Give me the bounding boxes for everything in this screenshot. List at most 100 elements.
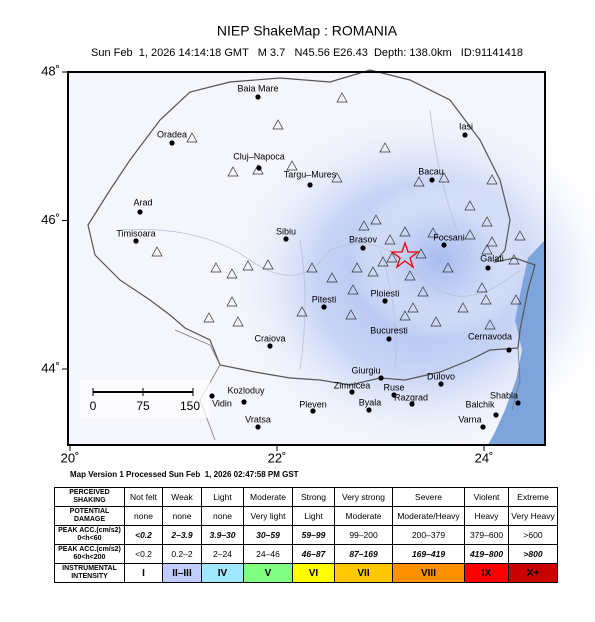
row-header-line: 0<h<60	[77, 535, 102, 542]
legend-cell: 30–59	[243, 525, 293, 545]
city-dot	[133, 238, 139, 244]
legend-cell: 99–200	[334, 525, 393, 545]
city-dot	[382, 298, 388, 304]
legend-cell: Very light	[243, 506, 293, 526]
city-label: Vidin	[212, 398, 232, 408]
city-label: Bacau	[418, 166, 444, 176]
city-dot	[441, 242, 447, 248]
station	[226, 296, 238, 307]
station	[407, 302, 419, 313]
legend-cell: 87–169	[334, 544, 393, 564]
legend-row: PERCEIVED SHAKING Not felt Weak Light Moderat…	[54, 487, 558, 507]
station	[386, 252, 398, 263]
station	[379, 142, 391, 153]
station	[242, 260, 254, 271]
lon-label: 20˚	[61, 450, 80, 465]
city-dot	[485, 265, 491, 271]
station	[464, 200, 476, 211]
station	[377, 256, 389, 267]
city-dot	[515, 400, 521, 406]
legend-cell: VII	[334, 563, 393, 583]
city-label: Ploiesti	[370, 288, 399, 298]
map-frame	[67, 71, 546, 446]
row-header-line: INTENSITY	[71, 573, 108, 580]
city-dot	[209, 393, 215, 399]
station	[203, 312, 215, 323]
map-version: Map Version 1 Processed Sun Feb 1, 2026 …	[70, 470, 299, 479]
row-header: INSTRUMENTAL INTENSITY	[54, 563, 125, 583]
station	[417, 286, 429, 297]
city-label: Byala	[359, 397, 382, 407]
city-label: Cluj–Napoca	[233, 151, 285, 161]
lat-label: 46˚	[41, 212, 60, 227]
legend-cell: 379–600	[464, 525, 509, 545]
station	[514, 230, 526, 241]
legend-cell: II–III	[162, 563, 202, 583]
row-header-line: PEAK ACC.(cm/s2)	[58, 527, 121, 534]
black-sea	[488, 240, 545, 445]
station	[438, 172, 450, 183]
legend-cell: >800	[508, 544, 558, 564]
city-dot	[360, 245, 366, 251]
row-header-line: 60<h<200	[73, 554, 106, 561]
title: NIEP ShakeMap : ROMANIA	[217, 23, 398, 39]
station	[272, 119, 284, 130]
lon-label: 24˚	[475, 450, 494, 465]
legend-cell: I	[124, 563, 163, 583]
row-header-line: INSTRUMENTAL	[62, 565, 117, 572]
city-label: Kozloduy	[227, 385, 265, 395]
station	[331, 172, 343, 183]
city-label: Arad	[133, 197, 152, 207]
legend-row: PEAK ACC.(cm/s2) 0<h<60 <0.2 2–3.9 3.9–30 30–…	[54, 525, 558, 545]
legend-cell: Severe	[392, 487, 465, 507]
row-header: PEAK ACC.(cm/s2) 0<h<60	[54, 525, 125, 545]
scale-label: 0	[90, 399, 97, 413]
city-dot	[137, 209, 143, 215]
city-dot	[267, 343, 273, 349]
legend-cell: >600	[508, 525, 558, 545]
legend-cell: Moderate	[334, 506, 393, 526]
station	[442, 262, 454, 273]
city-label: Vratsa	[245, 414, 271, 424]
station	[262, 259, 274, 270]
station	[347, 284, 359, 295]
city-dot	[493, 412, 499, 418]
station	[430, 316, 442, 327]
station	[404, 270, 416, 281]
city-dot	[438, 381, 444, 387]
shakemap: NIEP ShakeMap : ROMANIA Sun Feb 1, 2026 …	[41, 23, 595, 479]
legend-cell: 419–800	[464, 544, 509, 564]
city-label: Focsani	[433, 232, 465, 242]
city-dot	[462, 132, 468, 138]
row-header-line: PEAK ACC.(cm/s2)	[58, 546, 121, 553]
station	[151, 246, 163, 257]
city-dot	[391, 392, 397, 398]
lat-label: 44˚	[41, 360, 60, 375]
city-label: Galati	[480, 253, 504, 263]
station	[286, 160, 298, 171]
station	[476, 282, 488, 293]
station	[481, 216, 493, 227]
legend-cell: IV	[201, 563, 244, 583]
romania-border	[87, 69, 536, 386]
city-dot	[169, 140, 175, 146]
row-header-line: POTENTIAL	[69, 508, 110, 515]
city-label: Cernavoda	[468, 331, 512, 341]
station	[326, 272, 338, 283]
city-dot	[366, 407, 372, 413]
station	[351, 262, 363, 273]
row-header-line: PERCEIVED	[69, 489, 110, 496]
city-label: Brasov	[349, 234, 378, 244]
city-label: Dulovo	[427, 371, 455, 381]
station	[186, 132, 198, 143]
city-dot	[321, 304, 327, 310]
legend-cell: 2–24	[201, 544, 244, 564]
station	[480, 294, 492, 305]
lon-label: 22˚	[268, 450, 287, 465]
legend-cell: Strong	[292, 487, 335, 507]
city-dot	[386, 336, 392, 342]
legend-cell: <0.2	[124, 525, 163, 545]
legend-cell: Light	[292, 506, 335, 526]
legend-cell: X+	[508, 563, 558, 583]
